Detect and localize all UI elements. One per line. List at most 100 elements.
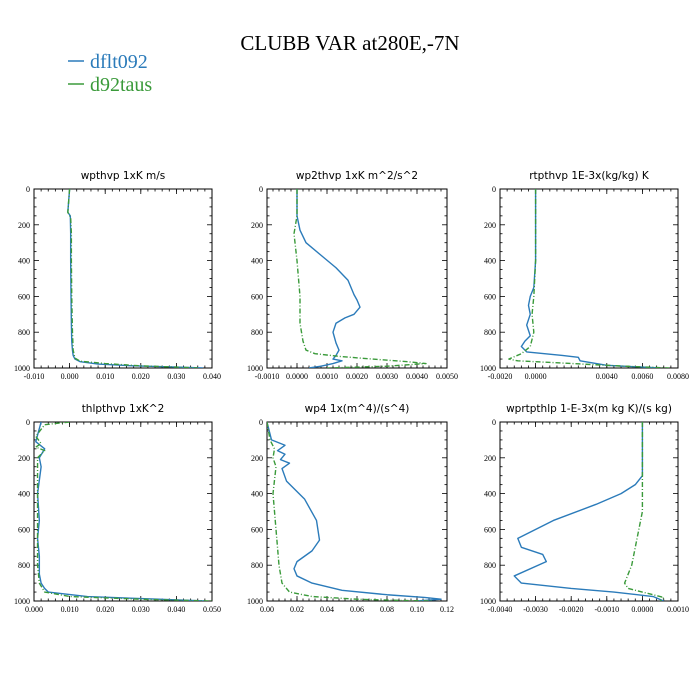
series-line-dflt092 <box>296 189 361 368</box>
y-tick-label: 1000 <box>247 364 263 373</box>
x-tick-label: -0.0010 <box>594 605 619 614</box>
y-tick-label: 400 <box>484 490 496 499</box>
x-tick-label: 0.0000 <box>631 605 653 614</box>
x-tick-label: 0.040 <box>167 605 185 614</box>
y-tick-label: 600 <box>18 525 30 534</box>
figure-title: CLUBB VAR at280E,-7N <box>240 31 459 55</box>
y-tick-label: 1000 <box>480 364 496 373</box>
y-tick-label: 0 <box>259 418 263 427</box>
y-tick-label: 800 <box>18 561 30 570</box>
axes-frame <box>266 421 448 602</box>
panel-title: rtpthvp 1E-3x(kg/kg) K <box>529 170 650 182</box>
y-tick-label: 1000 <box>14 364 30 373</box>
panel-2: wp2thvp 1xK m^2/s^2 0 200 400 600 800 1000-0.0… <box>247 170 458 381</box>
series-line-d92taus <box>623 422 665 601</box>
y-tick-label: 200 <box>251 221 263 230</box>
x-tick-label: 0.010 <box>61 605 79 614</box>
x-tick-label: 0.00 <box>260 605 274 614</box>
y-tick-label: 600 <box>251 525 263 534</box>
y-tick-label: 600 <box>484 292 496 301</box>
x-tick-label: 0.0010 <box>667 605 689 614</box>
y-tick-label: 1000 <box>247 597 263 606</box>
y-tick-label: 0 <box>26 185 30 194</box>
x-tick-label: 0.12 <box>440 605 454 614</box>
series-line-dflt092 <box>267 422 442 601</box>
x-tick-label: -0.0010 <box>255 372 280 381</box>
x-tick-label: 0.04 <box>320 605 334 614</box>
x-tick-label: 0.0030 <box>376 372 398 381</box>
series-line-d92taus <box>508 189 670 368</box>
axes-frame <box>33 421 213 602</box>
panel-6: wprtpthlp 1-E-3x(m kg K)/(s kg) 0 200 400 60… <box>480 403 689 614</box>
y-tick-label: 800 <box>251 328 263 337</box>
y-tick-label: 400 <box>18 257 30 266</box>
y-tick-label: 400 <box>251 490 263 499</box>
y-tick-label: 400 <box>18 490 30 499</box>
y-tick-label: 200 <box>18 221 30 230</box>
y-tick-label: 0 <box>259 185 263 194</box>
x-tick-label: 0.0000 <box>525 372 547 381</box>
axes-frame <box>499 421 679 602</box>
x-tick-label: 0.020 <box>132 372 150 381</box>
y-tick-label: 800 <box>18 328 30 337</box>
series-line-dflt092 <box>67 189 204 368</box>
series-line-d92taus <box>293 189 427 368</box>
x-tick-label: 0.10 <box>410 605 424 614</box>
x-tick-label: 0.010 <box>96 372 114 381</box>
x-tick-label: 0.08 <box>380 605 394 614</box>
x-tick-label: 0.000 <box>61 372 79 381</box>
panel-1: wpthvp 1xK m/s 0 200 400 600 800 1000-0.010 0.0… <box>14 170 221 381</box>
x-tick-label: 0.030 <box>132 605 150 614</box>
y-tick-label: 0 <box>492 418 496 427</box>
x-tick-label: 0.06 <box>350 605 364 614</box>
x-tick-label: -0.0030 <box>523 605 548 614</box>
x-tick-label: 0.0040 <box>596 372 618 381</box>
x-tick-label: 0.0020 <box>346 372 368 381</box>
x-tick-label: 0.0060 <box>631 372 653 381</box>
x-tick-label: 0.0050 <box>436 372 458 381</box>
y-tick-label: 200 <box>18 454 30 463</box>
x-tick-label: 0.0010 <box>316 372 338 381</box>
series-line-d92taus <box>267 422 433 601</box>
axes-frame <box>499 188 679 369</box>
x-tick-label: -0.0020 <box>559 605 584 614</box>
axes-frame <box>266 188 448 369</box>
panel-title: wp4 1x(m^4)/(s^4) <box>305 403 410 415</box>
axes-frame <box>33 188 213 369</box>
legend-label-dflt092: dflt092 <box>90 51 148 73</box>
series-line-dflt092 <box>520 189 661 368</box>
x-tick-label: 0.0080 <box>667 372 689 381</box>
x-tick-label: -0.010 <box>24 372 45 381</box>
y-tick-label: 0 <box>492 185 496 194</box>
x-tick-label: 0.02 <box>290 605 304 614</box>
y-tick-label: 200 <box>251 454 263 463</box>
series-line-d92taus <box>67 189 198 368</box>
y-tick-label: 400 <box>251 257 263 266</box>
y-tick-label: 200 <box>484 221 496 230</box>
panel-title: thlpthvp 1xK^2 <box>82 403 165 415</box>
y-tick-label: 600 <box>251 292 263 301</box>
y-tick-label: 1000 <box>14 597 30 606</box>
x-tick-label: 0.020 <box>96 605 114 614</box>
panel-title: wp2thvp 1xK m^2/s^2 <box>296 170 418 182</box>
y-tick-label: 800 <box>251 561 263 570</box>
panel-3: rtpthvp 1E-3x(kg/kg) K 0 200 400 600 800 1000-… <box>480 170 689 381</box>
x-tick-label: 0.050 <box>203 605 221 614</box>
x-tick-label: 0.0040 <box>406 372 428 381</box>
y-tick-label: 1000 <box>480 597 496 606</box>
x-tick-label: 0.0000 <box>286 372 308 381</box>
legend-label-d92taus: d92taus <box>90 74 152 96</box>
x-tick-label: 0.040 <box>203 372 221 381</box>
y-tick-label: 200 <box>484 454 496 463</box>
y-tick-label: 600 <box>18 292 30 301</box>
y-tick-label: 0 <box>26 418 30 427</box>
panel-title: wprtpthlp 1-E-3x(m kg K)/(s kg) <box>506 403 672 415</box>
y-tick-label: 400 <box>484 257 496 266</box>
legend: dflt092 d92taus <box>68 51 152 96</box>
panel-title: wpthvp 1xK m/s <box>81 170 166 182</box>
x-tick-label: -0.0040 <box>488 605 513 614</box>
